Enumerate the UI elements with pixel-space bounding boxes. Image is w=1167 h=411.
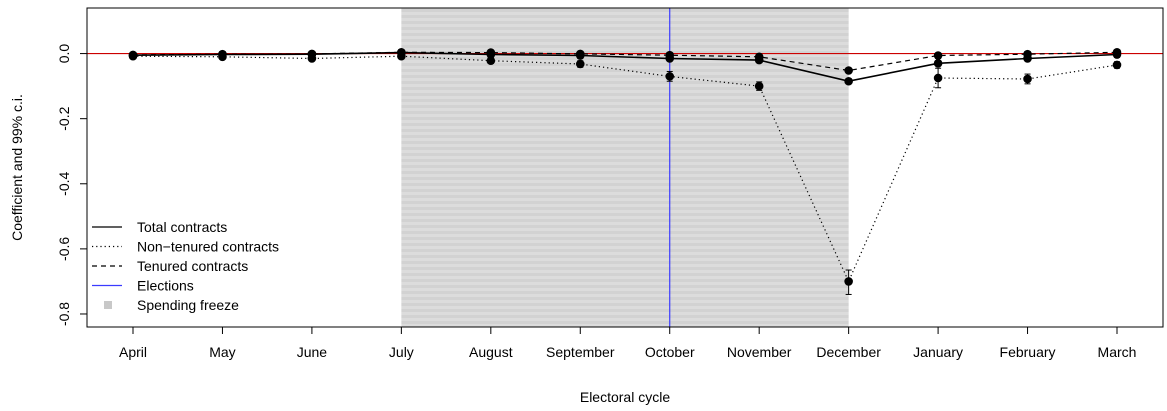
data-point-s3-july — [397, 47, 406, 57]
legend-item: Non−tenured contracts — [92, 239, 279, 255]
legend-label: Elections — [137, 278, 194, 294]
data-points — [128, 47, 1122, 286]
legend-label: Total contracts — [137, 219, 227, 235]
data-point-s3-may — [218, 49, 227, 59]
data-point-s3-january — [933, 51, 943, 60]
x-axis-title: Electoral cycle — [580, 389, 670, 405]
y-axis-title: Coefficient and 99% c.i. — [9, 94, 25, 241]
legend-item: Total contracts — [92, 219, 227, 235]
legend-item: Elections — [92, 278, 194, 294]
spending-freeze-shade — [401, 8, 849, 327]
data-point-s3-april — [128, 50, 138, 60]
data-point-s2-november — [754, 81, 764, 91]
data-point-s3-march — [1112, 47, 1122, 57]
x-tick-label: April — [119, 344, 147, 360]
legend-label: Non−tenured contracts — [137, 239, 279, 255]
legend: Total contracts Non−tenured contracts Tenu… — [92, 219, 279, 313]
legend-key-square-icon — [104, 301, 112, 309]
data-point-s3-june — [307, 49, 317, 59]
series-line-3 — [132, 51, 1118, 72]
data-point-s2-august — [486, 56, 496, 66]
data-point-s1-december — [844, 76, 853, 86]
data-point-s2-september — [575, 59, 585, 69]
y-axis: 0.0 -0.2 -0.4 -0.6 -0.8 — [56, 44, 87, 326]
series-lines — [132, 51, 1118, 283]
data-point-s3-november — [754, 52, 764, 62]
data-point-s2-october — [665, 72, 675, 81]
x-tick-label: May — [209, 344, 235, 360]
y-tick-label: -0.2 — [56, 106, 72, 130]
data-point-s2-december — [844, 277, 853, 286]
x-tick-label: July — [389, 344, 414, 360]
x-tick-label: September — [546, 344, 615, 360]
data-point-s3-december — [844, 66, 853, 75]
series-line-2 — [132, 55, 1118, 283]
y-tick-label: -0.4 — [56, 172, 72, 196]
data-point-s2-march — [1112, 60, 1122, 70]
data-point-s3-october — [665, 50, 675, 60]
legend-item: Spending freeze — [104, 297, 239, 313]
y-tick-label: -0.8 — [56, 302, 72, 326]
y-tick-label: 0.0 — [56, 44, 72, 64]
x-tick-label: August — [469, 344, 513, 360]
x-tick-label: October — [645, 344, 695, 360]
data-point-s3-february — [1023, 49, 1032, 59]
data-point-s3-september — [575, 49, 585, 59]
legend-label: Tenured contracts — [137, 258, 248, 274]
x-tick-label: November — [727, 344, 792, 360]
x-axis: April May June July August September October No… — [119, 327, 1136, 360]
x-tick-label: December — [816, 344, 881, 360]
x-tick-label: February — [1000, 344, 1056, 360]
data-point-s2-february — [1023, 74, 1032, 84]
legend-label: Spending freeze — [137, 297, 239, 313]
x-tick-label: January — [913, 344, 963, 360]
data-point-s3-august — [486, 48, 496, 57]
spending-freeze-region — [401, 8, 849, 327]
legend-item: Tenured contracts — [92, 258, 248, 274]
y-tick-label: -0.6 — [56, 237, 72, 261]
data-point-s1-january — [933, 59, 943, 68]
plot-frame — [86, 7, 1164, 328]
data-point-s2-january — [933, 73, 943, 83]
x-tick-label: June — [297, 344, 328, 360]
x-tick-label: March — [1098, 344, 1137, 360]
